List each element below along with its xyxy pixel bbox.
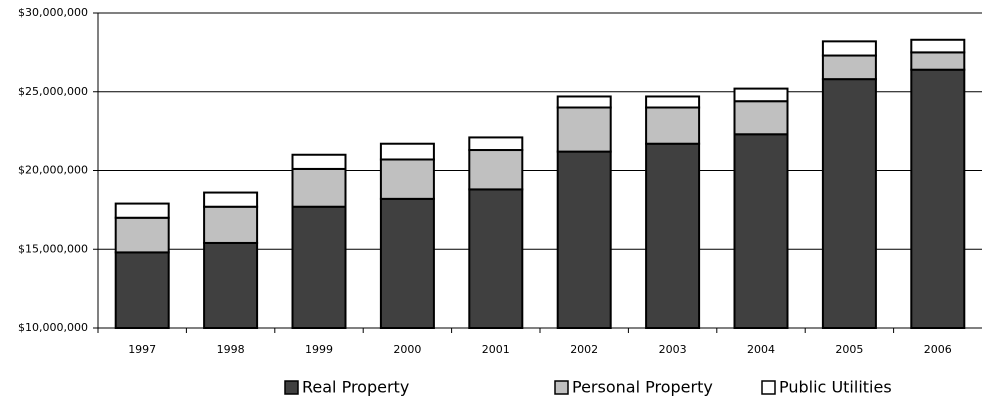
bar-segment	[379, 142, 435, 161]
bar-segment	[468, 188, 524, 329]
bar-segment	[468, 136, 524, 152]
x-tick-label: 2006	[924, 343, 952, 356]
bar-segment	[379, 197, 435, 329]
bar-segment	[114, 202, 170, 219]
bar-segment	[910, 68, 966, 329]
bar-segment	[291, 205, 347, 330]
x-tick-label: 1998	[217, 343, 245, 356]
bar-segment	[203, 205, 259, 244]
bar-segment	[821, 54, 877, 81]
bar-segment	[379, 158, 435, 200]
bar-segment	[910, 51, 966, 71]
bar-segment	[645, 95, 701, 109]
y-tick-label: $25,000,000	[18, 85, 88, 98]
bar-segment	[203, 191, 259, 208]
y-tick-label: $15,000,000	[18, 242, 88, 255]
legend-label: Public Utilities	[779, 378, 892, 397]
legend-swatch	[761, 380, 776, 395]
bar-segment	[203, 241, 259, 329]
y-tick-label: $10,000,000	[18, 321, 88, 334]
y-tick-label: $20,000,000	[18, 164, 88, 177]
bar-segment	[821, 40, 877, 57]
bar-segment	[821, 78, 877, 330]
x-tick-label: 2002	[570, 343, 598, 356]
legend-label: Personal Property	[572, 378, 713, 397]
bar-segment	[733, 133, 789, 329]
bar-segment	[291, 153, 347, 170]
bar-segment	[556, 106, 612, 153]
bar-segment	[645, 142, 701, 329]
bar-segment	[468, 149, 524, 191]
legend-swatch	[554, 380, 569, 395]
bar-segment	[733, 87, 789, 103]
y-tick-label: $30,000,000	[18, 6, 88, 19]
x-tick-label: 2000	[393, 343, 421, 356]
x-tick-label: 2004	[747, 343, 775, 356]
x-tick-label: 2003	[659, 343, 687, 356]
legend-label: Real Property	[302, 378, 409, 397]
bar-segment	[291, 167, 347, 208]
bar-segment	[556, 95, 612, 109]
x-tick-label: 2005	[835, 343, 863, 356]
x-tick-label: 1999	[305, 343, 333, 356]
bar-segment	[114, 216, 170, 254]
bar-segment	[645, 106, 701, 145]
bar-segment	[114, 251, 170, 329]
legend-swatch	[284, 380, 299, 395]
x-tick-label: 1997	[128, 343, 156, 356]
bar-segment	[910, 38, 966, 54]
bar-segment	[733, 100, 789, 136]
x-tick-label: 2001	[482, 343, 510, 356]
bar-segment	[556, 150, 612, 329]
